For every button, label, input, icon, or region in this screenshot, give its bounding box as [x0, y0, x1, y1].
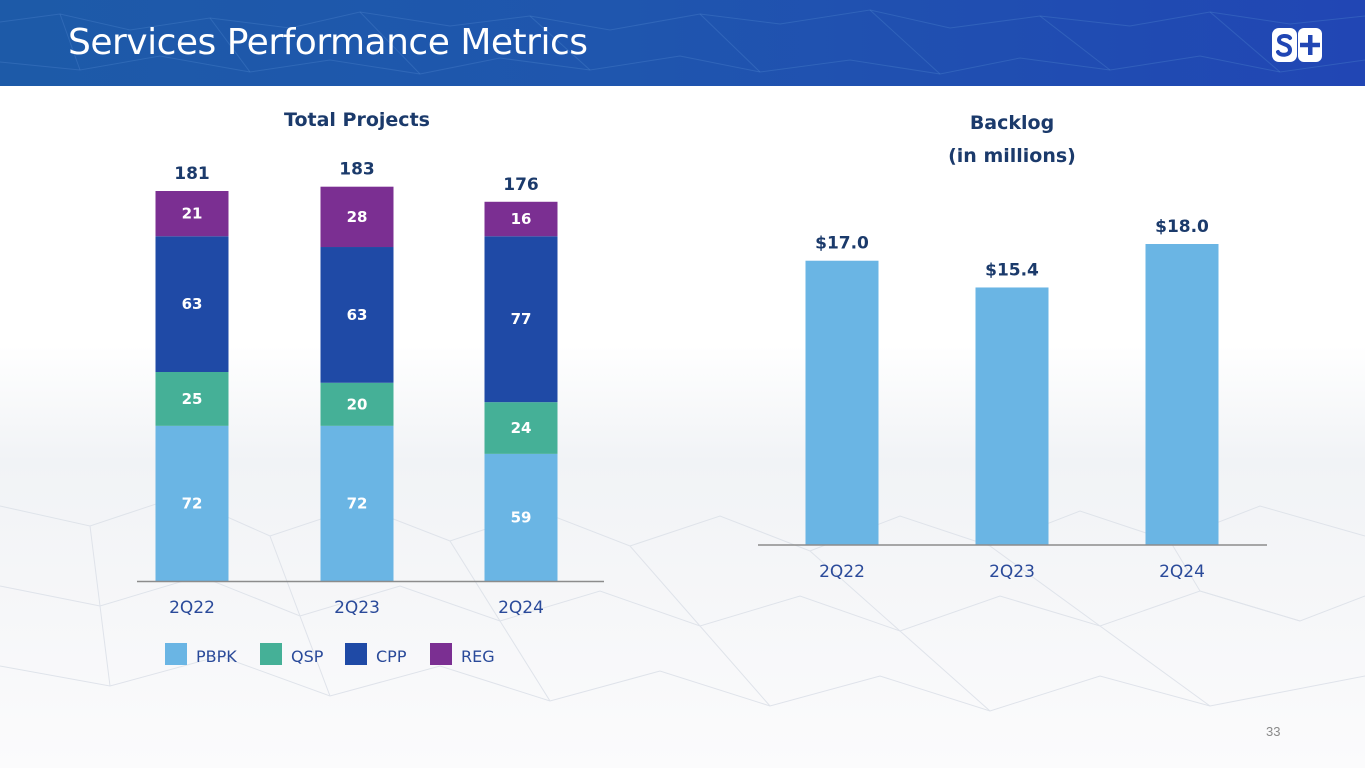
segment-label: 24 [511, 419, 532, 437]
page-title: Services Performance Metrics [68, 22, 588, 63]
bar-segment-pbpk-2q23 [320, 425, 394, 581]
header-banner: Services Performance Metrics [0, 0, 1365, 86]
segment-label: 63 [347, 306, 368, 324]
segment-label: 28 [347, 208, 368, 226]
total-label-2q22: 181 [174, 164, 210, 184]
x-tick-label: 2Q22 [169, 598, 215, 618]
segment-label: 25 [182, 390, 203, 408]
legend-swatch-cpp [345, 643, 367, 665]
backlog-value-label: $17.0 [815, 234, 869, 254]
segment-label: 72 [182, 494, 203, 512]
legend-swatch-qsp [260, 643, 282, 665]
header-mesh-decoration [0, 9, 1365, 75]
segment-label: 59 [511, 508, 532, 526]
bar-segment-cpp-2q24 [484, 236, 558, 403]
company-logo-icon [1272, 28, 1322, 62]
bar-segment-cpp-2q22 [155, 236, 229, 372]
bar-segment-pbpk-2q22 [155, 425, 229, 581]
chart-title-backlog: Backlog [970, 112, 1054, 134]
legend-swatch-pbpk [165, 643, 187, 665]
backlog-value-label: $15.4 [985, 260, 1039, 280]
legend-label-cpp: CPP [376, 647, 407, 666]
legend-label-reg: REG [461, 647, 495, 666]
legend-label-qsp: QSP [291, 647, 324, 666]
bar-segment-reg-2q22 [155, 191, 229, 237]
bar-segment-qsp-2q24 [484, 402, 558, 454]
x-tick-label: 2Q24 [498, 598, 544, 618]
segment-label: 21 [182, 205, 203, 223]
backlog-bar-2q23 [975, 287, 1049, 545]
segment-label: 63 [182, 295, 203, 313]
segment-label: 77 [511, 310, 532, 328]
legend-label-pbpk: PBPK [196, 647, 237, 666]
legend-swatch-reg [430, 643, 452, 665]
x-tick-label: 2Q23 [334, 598, 380, 618]
backlog-bar-2q24 [1145, 244, 1219, 545]
backlog-bar-2q22 [805, 260, 879, 545]
bar-segment-reg-2q23 [320, 186, 394, 248]
segment-label: 72 [347, 494, 368, 512]
bar-segment-pbpk-2q24 [484, 453, 558, 581]
bar-segment-reg-2q24 [484, 201, 558, 237]
page-number: 33 [1266, 724, 1281, 739]
bar-segment-qsp-2q22 [155, 371, 229, 426]
chart-title-total-projects: Total Projects [284, 109, 430, 131]
chart-subtitle-backlog: (in millions) [948, 145, 1076, 167]
x-tick-label: 2Q23 [989, 562, 1035, 582]
segment-label: 20 [347, 395, 368, 413]
segment-label: 16 [511, 210, 532, 228]
backlog-value-label: $18.0 [1155, 217, 1209, 237]
total-label-2q23: 183 [339, 160, 375, 180]
total-label-2q24: 176 [503, 175, 539, 195]
x-tick-label: 2Q24 [1159, 562, 1205, 582]
x-tick-label: 2Q22 [819, 562, 865, 582]
bar-segment-cpp-2q23 [320, 247, 394, 383]
bar-segment-qsp-2q23 [320, 382, 394, 426]
